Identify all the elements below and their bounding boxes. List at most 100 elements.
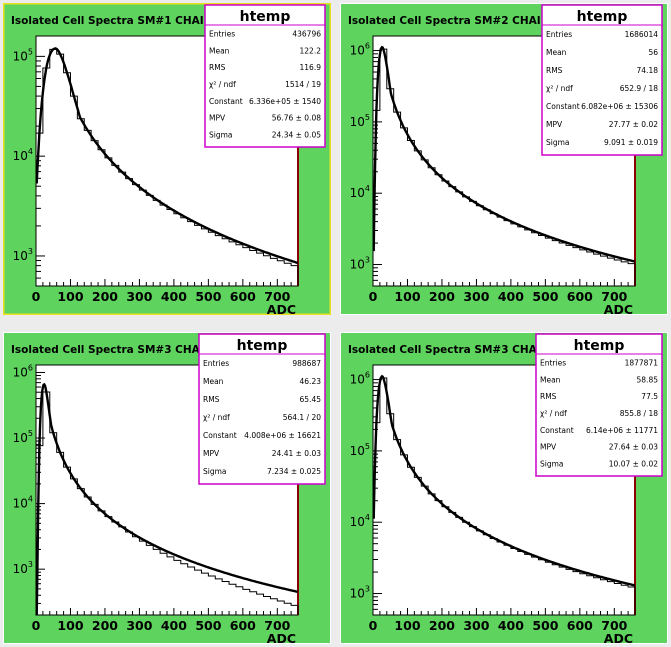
- pad-title: Isolated Cell Spectra SM#1 CHAIN#1: [11, 15, 229, 27]
- x-tick-label: 0: [369, 289, 378, 304]
- fit-curve: [35, 47, 299, 265]
- x-tick-label: 100: [57, 289, 83, 304]
- y-tick-label: 104: [13, 147, 33, 163]
- stats-box-frame: [198, 333, 326, 485]
- stats-box-name: htemp: [574, 338, 625, 354]
- stats-row-value: 4.008e+06 ± 16621: [244, 431, 321, 440]
- y-tick-label: 105: [350, 442, 370, 458]
- x-tick-label: 200: [92, 618, 118, 633]
- stats-row-label: Entries: [209, 29, 235, 38]
- y-axis-ticks: [36, 55, 45, 287]
- stats-box: htemp Entries 1686014 Mean 56 RMS 74.18 χ² / nd…: [541, 4, 663, 156]
- stats-row-value: 46.23: [300, 377, 322, 386]
- stats-row-label: Mean: [546, 48, 567, 57]
- y-tick-label: 104: [350, 513, 370, 529]
- y-tick-label: 104: [350, 184, 370, 200]
- stats-row-value: 436796: [292, 29, 321, 38]
- fit-curve: [35, 382, 299, 616]
- stats-row-label: RMS: [209, 63, 226, 72]
- pad-title: Isolated Cell Spectra SM#3 CHAIN#3: [348, 344, 566, 356]
- stats-row-label: χ² / ndf: [203, 413, 230, 422]
- y-tick-label: 103: [13, 247, 33, 263]
- stats-row-label: Sigma: [209, 131, 233, 140]
- y-tick-label: 106: [350, 371, 370, 387]
- stats-row-value: 855.8 / 18: [620, 409, 659, 418]
- x-tick-label: 400: [498, 289, 524, 304]
- stats-box-frame: [204, 4, 326, 148]
- stats-row-value: 58.85: [637, 375, 659, 384]
- x-tick-label: 100: [394, 289, 420, 304]
- histogram-step-line: [35, 391, 299, 615]
- stats-box-name: htemp: [237, 338, 288, 354]
- stats-row-label: Mean: [209, 46, 230, 55]
- x-tick-label: 0: [32, 618, 41, 633]
- stats-row-value: 65.45: [300, 395, 322, 404]
- histogram-pad-3[interactable]: 0 100 200 300 400 500 600 700 ADC 103 104 105 106 Iso…: [3, 332, 331, 644]
- x-tick-label: 500: [532, 618, 558, 633]
- stats-row-label: MPV: [546, 120, 563, 129]
- x-tick-label: 700: [601, 289, 627, 304]
- x-tick-label: 500: [532, 289, 558, 304]
- stats-row-value: 56: [648, 48, 658, 57]
- stats-row-value: 1686014: [625, 30, 659, 39]
- stats-box-name: htemp: [577, 9, 628, 25]
- stats-row-label: MPV: [203, 449, 220, 458]
- stats-row-value: 77.5: [641, 392, 658, 401]
- fit-curve: [372, 45, 636, 263]
- stats-row-value: 122.2: [300, 46, 322, 55]
- x-tick-label: 400: [161, 618, 187, 633]
- stats-box-frame: [541, 4, 663, 156]
- stats-box-name: htemp: [240, 9, 291, 25]
- stats-row-value: 9.091 ± 0.019: [604, 138, 658, 147]
- stats-row-label: Constant: [546, 102, 580, 111]
- stats-row-label: Entries: [203, 359, 229, 368]
- stats-row-label: Entries: [546, 30, 572, 39]
- stats-row-label: Sigma: [546, 138, 570, 147]
- x-tick-label: 700: [601, 618, 627, 633]
- stats-row-label: Entries: [540, 358, 566, 367]
- x-tick-label: 300: [463, 618, 489, 633]
- stats-row-label: Constant: [203, 431, 237, 440]
- stats-row-value: 116.9: [300, 63, 322, 72]
- stats-row-label: MPV: [540, 443, 557, 452]
- x-tick-label: 0: [32, 289, 41, 304]
- x-tick-label: 400: [161, 289, 187, 304]
- stats-box: htemp Entries 1877871 Mean 58.85 RMS 77.5 χ² / …: [535, 333, 663, 477]
- stats-box: htemp Entries 436796 Mean 122.2 RMS 116.9 χ² / …: [204, 4, 326, 148]
- stats-row-value: 652.9 / 18: [620, 84, 659, 93]
- stats-row-label: Mean: [203, 377, 224, 386]
- y-tick-label: 103: [350, 585, 370, 601]
- x-tick-label: 300: [126, 289, 152, 304]
- y-tick-label: 103: [13, 560, 33, 576]
- stats-row-label: Constant: [540, 426, 574, 435]
- histogram-pad-2[interactable]: 0 100 200 300 400 500 600 700 ADC 103 104 105 106 Iso…: [340, 3, 668, 315]
- x-tick-label: 200: [429, 289, 455, 304]
- stats-row-value: 10.07 ± 0.02: [609, 460, 658, 469]
- stats-row-value: 7.234 ± 0.025: [267, 467, 321, 476]
- y-tick-label: 105: [350, 113, 370, 129]
- stats-row-value: 27.64 ± 0.03: [609, 443, 658, 452]
- stats-row-value: 6.14e+06 ± 11771: [586, 426, 658, 435]
- histogram-pad-4[interactable]: 0 100 200 300 400 500 600 700 ADC 103 104 105 106 Iso…: [340, 332, 668, 644]
- stats-row-value: 6.336e+05 ± 1540: [249, 97, 321, 106]
- y-tick-label: 106: [13, 363, 33, 379]
- x-tick-label: 100: [394, 618, 420, 633]
- histogram-pad-1[interactable]: 0 100 200 300 400 500 600 700 ADC 103 104 105 Isolat…: [3, 3, 331, 315]
- stats-box: htemp Entries 988687 Mean 46.23 RMS 65.45 χ² / …: [198, 333, 326, 485]
- y-tick-label: 106: [350, 42, 370, 58]
- y-tick-label: 103: [350, 256, 370, 272]
- pad-title: Isolated Cell Spectra SM#2 CHAIN#4: [348, 15, 566, 27]
- pad-title: Isolated Cell Spectra SM#3 CHAIN#5: [11, 344, 229, 356]
- x-axis-label: ADC: [267, 302, 296, 315]
- x-axis-label: ADC: [604, 302, 633, 315]
- histogram-bins: [35, 391, 299, 615]
- x-tick-label: 700: [264, 618, 290, 633]
- stats-row-value: 56.76 ± 0.08: [272, 114, 321, 123]
- stats-box-frame: [535, 333, 663, 477]
- stats-row-label: χ² / ndf: [209, 80, 236, 89]
